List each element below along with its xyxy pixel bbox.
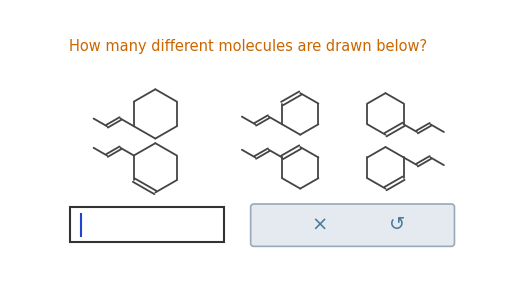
Text: ×: × <box>311 215 328 234</box>
Text: ↺: ↺ <box>389 215 405 234</box>
Text: How many different molecules are drawn below?: How many different molecules are drawn b… <box>69 39 427 54</box>
Bar <box>70 207 223 242</box>
FancyBboxPatch shape <box>251 204 454 246</box>
